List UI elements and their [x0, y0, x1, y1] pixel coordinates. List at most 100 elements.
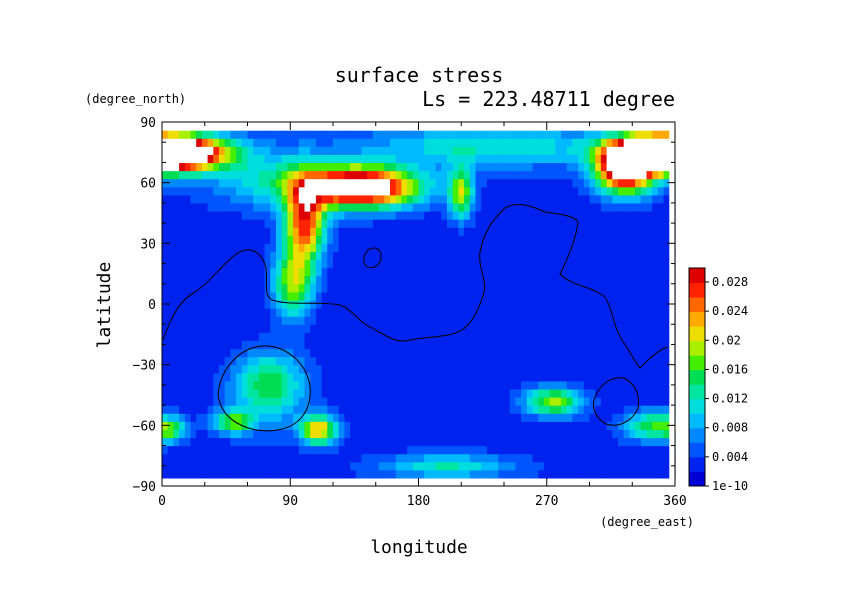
- heatmap-cell: [435, 421, 442, 430]
- heatmap-cell: [606, 405, 613, 414]
- heatmap-cell: [241, 405, 249, 414]
- heatmap-cell: [264, 356, 271, 366]
- heatmap-cell: [606, 413, 613, 422]
- heatmap-cell: [447, 356, 454, 366]
- heatmap-cell: [281, 210, 288, 220]
- heatmap-cell: [492, 243, 499, 253]
- heatmap-cell: [583, 130, 591, 139]
- heatmap-cell: [486, 210, 494, 220]
- heatmap-cell: [378, 413, 385, 422]
- heatmap-cell: [600, 332, 608, 341]
- heatmap-cell: [327, 429, 334, 439]
- heatmap-cell: [663, 429, 670, 439]
- heatmap-cell: [492, 227, 499, 236]
- heatmap-cell: [464, 308, 471, 317]
- heatmap-cell: [236, 146, 243, 155]
- heatmap-cell: [287, 364, 294, 374]
- heatmap-cell: [264, 372, 271, 382]
- heatmap-cell: [600, 308, 608, 317]
- heatmap-cell: [635, 380, 642, 390]
- heatmap-cell: [196, 154, 203, 164]
- heatmap-cell: [395, 235, 402, 244]
- heatmap-cell: [612, 138, 619, 147]
- heatmap-cell: [207, 388, 214, 398]
- heatmap-cell: [298, 283, 306, 293]
- heatmap-cell: [179, 227, 186, 236]
- heatmap-cell: [384, 469, 391, 479]
- heatmap-cell: [281, 275, 288, 285]
- heatmap-cell: [390, 210, 397, 220]
- heatmap-cell: [179, 316, 186, 325]
- heatmap-cell: [378, 267, 385, 277]
- heatmap-cell: [583, 324, 591, 333]
- heatmap-cell: [372, 227, 380, 236]
- heatmap-cell: [504, 251, 511, 261]
- heatmap-cell: [458, 388, 465, 398]
- heatmap-cell: [407, 178, 414, 188]
- heatmap-cell: [264, 138, 271, 147]
- heatmap-cell: [600, 275, 608, 285]
- heatmap-cell: [247, 405, 254, 414]
- heatmap-cell: [367, 259, 374, 269]
- heatmap-cell: [344, 227, 351, 236]
- heatmap-cell: [543, 413, 551, 422]
- heatmap-cell: [646, 170, 653, 180]
- heatmap-cell: [270, 299, 277, 309]
- heatmap-cell: [498, 130, 505, 139]
- heatmap-cell: [315, 445, 323, 455]
- heatmap-cell: [344, 453, 351, 463]
- heatmap-cell: [298, 388, 306, 398]
- heatmap-cell: [247, 267, 254, 277]
- heatmap-cell: [310, 178, 317, 188]
- heatmap-cell: [367, 461, 374, 471]
- heatmap-cell: [447, 243, 454, 253]
- heatmap-cell: [173, 397, 180, 406]
- heatmap-cell: [224, 130, 231, 139]
- heatmap-cell: [344, 340, 351, 350]
- heatmap-cell: [424, 316, 431, 325]
- heatmap-cell: [618, 356, 625, 366]
- heatmap-cell: [429, 397, 437, 406]
- heatmap-cell: [241, 283, 249, 293]
- heatmap-cell: [407, 421, 414, 430]
- heatmap-cell: [475, 138, 482, 147]
- heatmap-cell: [458, 397, 465, 406]
- heatmap-cell: [390, 170, 397, 180]
- heatmap-cell: [298, 453, 306, 463]
- heatmap-cell: [464, 348, 471, 358]
- heatmap-cell: [276, 380, 283, 390]
- heatmap-cell: [407, 453, 414, 463]
- heatmap-cell: [623, 299, 630, 309]
- heatmap-cell: [378, 275, 385, 285]
- heatmap-cell: [350, 348, 357, 358]
- heatmap-cell: [652, 194, 659, 204]
- heatmap-cell: [441, 219, 448, 228]
- heatmap-cell: [241, 122, 249, 131]
- heatmap-cell: [270, 194, 277, 204]
- heatmap-cell: [270, 210, 277, 220]
- heatmap-cell: [276, 405, 283, 414]
- heatmap-cell: [555, 388, 562, 398]
- heatmap-cell: [663, 421, 670, 430]
- heatmap-cell: [521, 388, 528, 398]
- heatmap-cell: [504, 324, 511, 333]
- heatmap-cell: [606, 235, 613, 244]
- heatmap-cell: [310, 445, 317, 455]
- heatmap-cell: [447, 348, 454, 358]
- heatmap-cell: [561, 235, 568, 244]
- heatmap-cell: [509, 469, 516, 479]
- heatmap-cell: [526, 445, 534, 455]
- heatmap-cell: [549, 405, 556, 414]
- heatmap-cell: [583, 364, 591, 374]
- heatmap-cell: [652, 332, 659, 341]
- heatmap-cell: [623, 259, 630, 269]
- heatmap-cell: [646, 461, 653, 471]
- heatmap-cell: [173, 429, 180, 439]
- heatmap-cell: [532, 388, 539, 398]
- heatmap-cell: [224, 186, 231, 196]
- heatmap-cell: [241, 146, 249, 155]
- heatmap-cell: [635, 340, 642, 350]
- heatmap-cell: [572, 388, 579, 398]
- heatmap-cell: [179, 413, 186, 422]
- heatmap-cell: [247, 299, 254, 309]
